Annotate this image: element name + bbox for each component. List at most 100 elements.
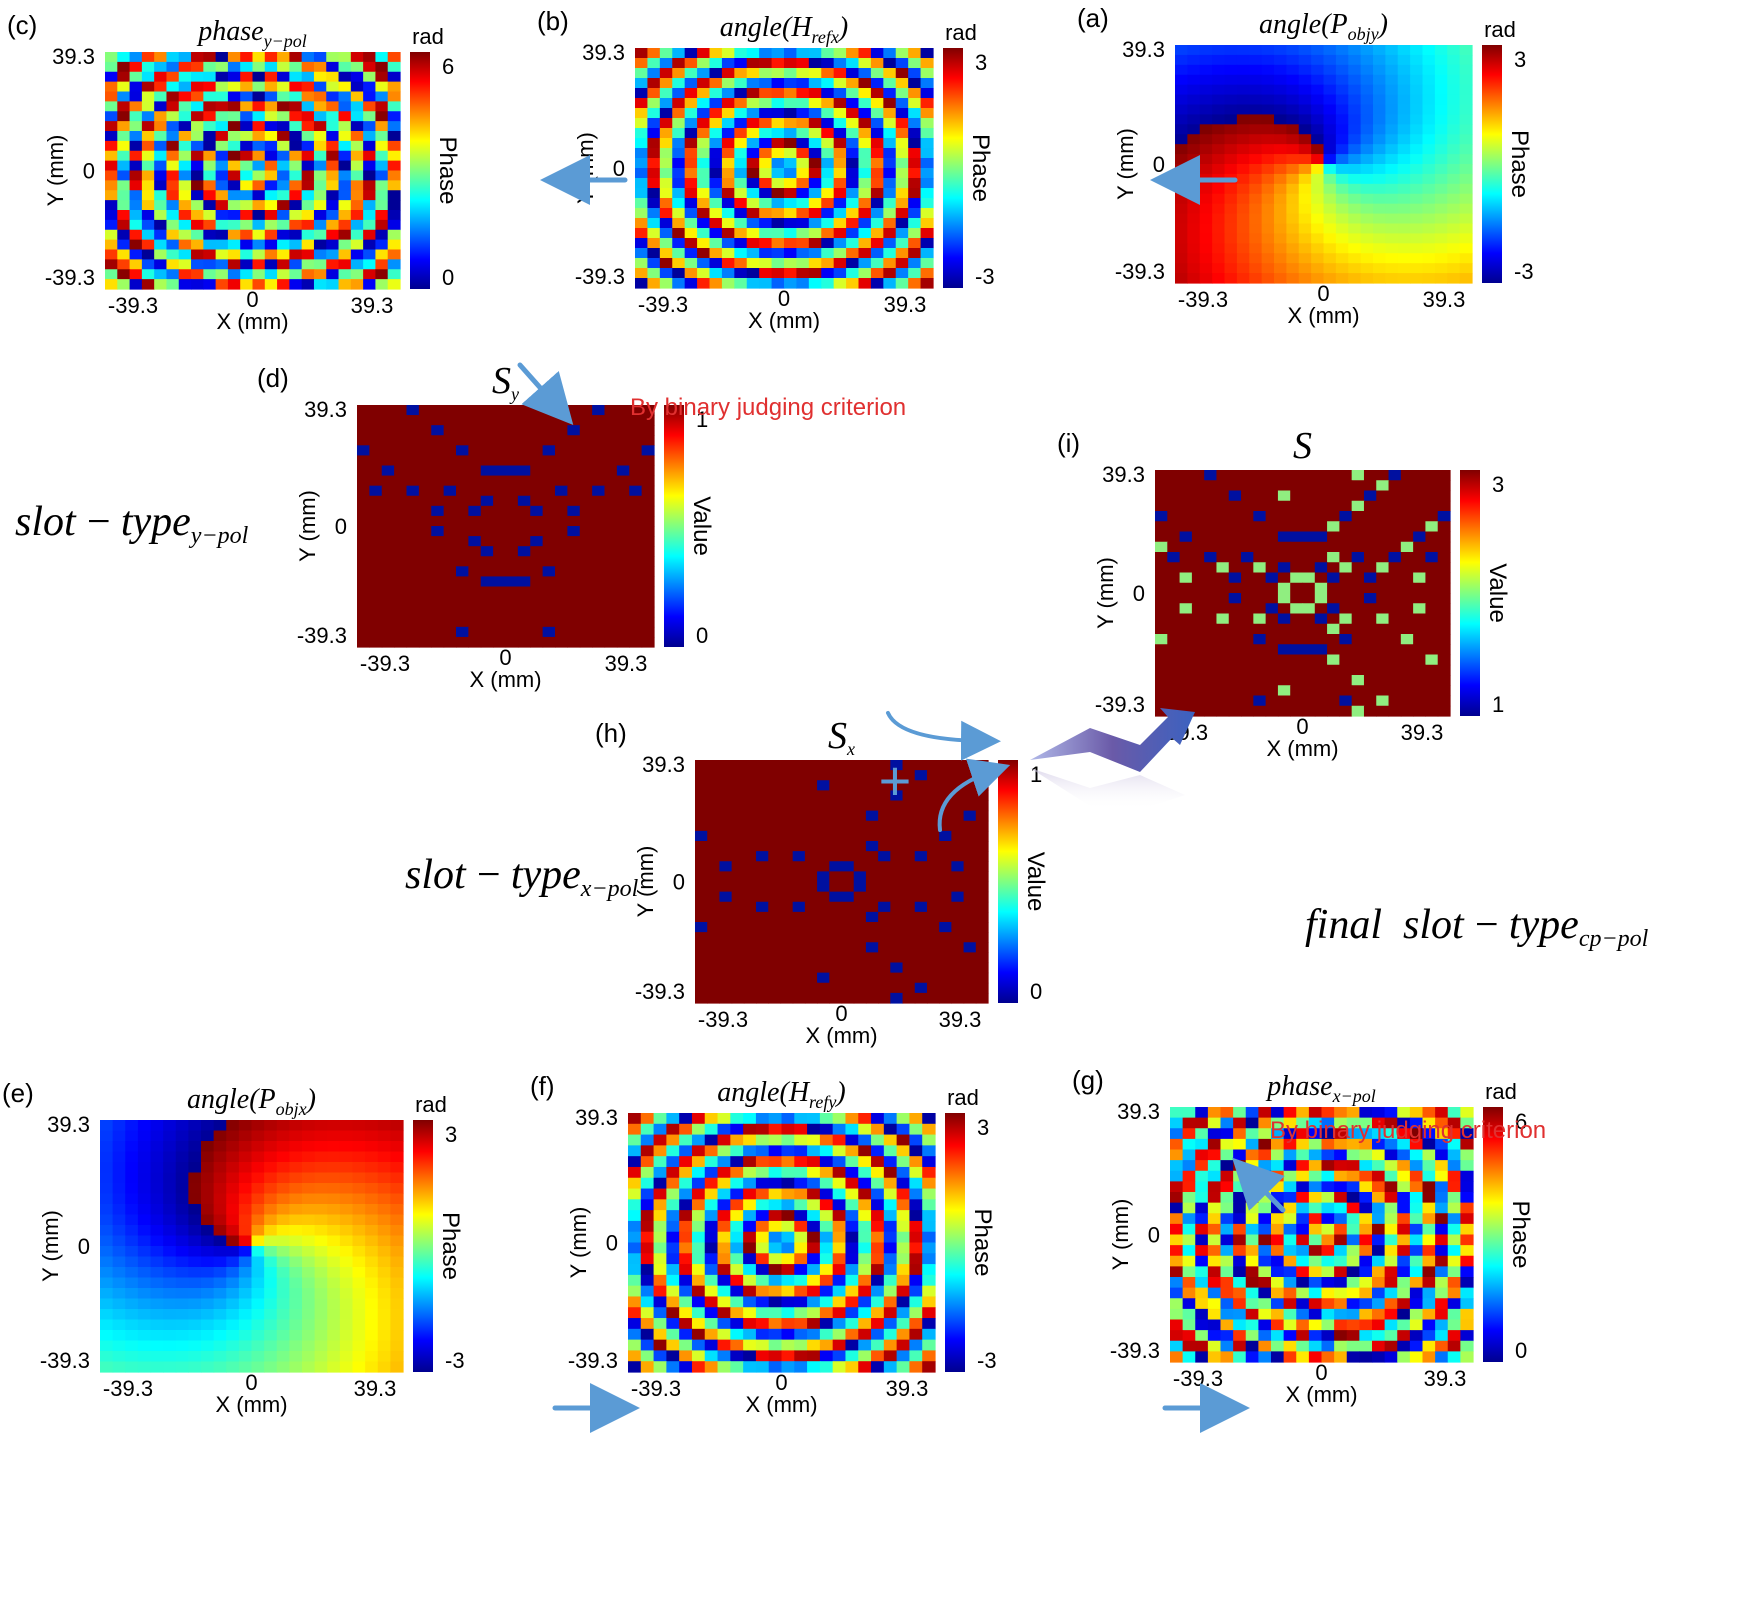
heatmap-cell bbox=[1437, 623, 1451, 635]
heatmap-cell bbox=[792, 830, 806, 842]
heatmap-cell bbox=[616, 636, 630, 648]
heatmap-cell bbox=[431, 626, 445, 638]
heatmap-cell bbox=[771, 88, 785, 99]
heatmap-cell bbox=[443, 616, 457, 628]
heatmap-cell bbox=[829, 830, 843, 842]
heatmap-cell bbox=[1283, 1160, 1297, 1172]
heatmap-cell bbox=[1187, 114, 1201, 125]
heatmap-cell bbox=[1384, 1138, 1398, 1151]
heatmap-cell bbox=[691, 1328, 706, 1341]
heatmap-cell bbox=[357, 415, 370, 426]
heatmap-cell bbox=[1253, 623, 1267, 635]
heatmap-cell bbox=[238, 1130, 253, 1142]
heatmap-cell bbox=[1363, 531, 1377, 543]
heatmap-cell bbox=[1447, 1138, 1461, 1151]
heatmap-cell bbox=[1249, 124, 1263, 135]
heatmap-cell bbox=[178, 101, 192, 112]
heatmap-cell bbox=[1434, 193, 1448, 205]
heatmap-cell bbox=[112, 1277, 126, 1289]
heatmap-cell bbox=[251, 1256, 265, 1268]
heatmap-cell bbox=[1447, 124, 1461, 135]
heatmap-cell bbox=[1245, 1202, 1259, 1214]
heatmap-cell bbox=[796, 68, 810, 79]
heatmap-cell bbox=[640, 1307, 655, 1319]
heatmap-cell bbox=[567, 566, 581, 578]
heatmap-cell bbox=[1253, 664, 1267, 676]
heatmap-cell bbox=[1155, 562, 1168, 574]
heatmap-cell bbox=[1373, 253, 1386, 264]
heatmap-cell bbox=[896, 1188, 911, 1200]
heatmap-cell bbox=[1302, 582, 1316, 594]
heatmap-cell bbox=[387, 111, 401, 122]
heatmap-cell bbox=[1447, 1128, 1461, 1140]
heatmap-cell bbox=[1323, 173, 1337, 185]
heatmap-cell bbox=[896, 1328, 911, 1341]
heatmap-cell bbox=[1228, 593, 1242, 604]
heatmap-cell bbox=[252, 279, 266, 290]
heatmap-cell bbox=[653, 1231, 667, 1244]
heatmap-cell bbox=[1348, 233, 1362, 244]
heatmap-cell bbox=[1346, 1117, 1360, 1129]
heatmap-cell bbox=[756, 830, 769, 842]
heatmap-cell bbox=[975, 871, 989, 883]
heatmap-cell bbox=[480, 536, 494, 547]
heatmap-cell bbox=[1400, 603, 1414, 615]
heatmap-cell bbox=[567, 445, 581, 457]
heatmap-cell bbox=[1204, 664, 1218, 676]
heatmap-cell bbox=[759, 108, 773, 119]
heatmap-cell bbox=[1277, 634, 1291, 645]
heatmap-cell bbox=[375, 81, 389, 93]
heatmap-cell bbox=[350, 259, 364, 270]
heatmap-cell bbox=[743, 1339, 757, 1352]
heatmap-cell bbox=[1425, 634, 1439, 645]
heatmap-cell bbox=[721, 218, 735, 229]
heatmap-cell bbox=[277, 279, 290, 290]
heatmap-cell bbox=[829, 790, 843, 802]
heatmap-cell bbox=[377, 1151, 391, 1163]
heatmap-cell bbox=[709, 198, 723, 209]
heatmap-cell bbox=[289, 71, 303, 83]
heatmap-cell bbox=[653, 1220, 667, 1233]
heatmap-cell bbox=[264, 91, 278, 102]
heatmap-cell bbox=[1179, 541, 1193, 553]
heatmap-cell bbox=[845, 1361, 859, 1373]
heatmap-cell bbox=[890, 932, 904, 943]
heatmap-cell bbox=[756, 942, 769, 953]
heatmap-cell bbox=[920, 188, 934, 199]
heatmap-cell bbox=[743, 911, 757, 923]
heatmap-cell bbox=[659, 218, 673, 229]
heatmap-cell bbox=[530, 495, 544, 507]
heatmap-cell bbox=[163, 1319, 177, 1331]
heatmap-cell bbox=[883, 248, 897, 259]
heatmap-cell bbox=[768, 820, 782, 832]
heatmap-cell bbox=[1216, 490, 1230, 502]
heatmap-cell bbox=[1265, 521, 1279, 533]
heatmap-cell bbox=[567, 415, 581, 426]
heatmap-cell bbox=[1434, 173, 1448, 185]
heatmap-cell bbox=[781, 1285, 795, 1298]
heatmap-cell bbox=[1170, 1213, 1184, 1225]
heatmap-cell bbox=[819, 1145, 834, 1157]
heatmap-cell bbox=[327, 1172, 341, 1184]
heatmap-cell bbox=[640, 1350, 655, 1362]
heatmap-cell bbox=[846, 118, 860, 129]
heatmap-cell bbox=[819, 1156, 834, 1168]
heatmap-cell bbox=[1302, 685, 1316, 697]
heatmap-cell bbox=[579, 586, 593, 598]
heatmap-cell bbox=[1233, 1149, 1247, 1161]
heatmap-cell bbox=[313, 150, 327, 162]
heatmap-cell bbox=[604, 475, 618, 487]
heatmap-cell bbox=[1187, 183, 1201, 195]
heatmap-cell bbox=[1360, 253, 1374, 264]
heatmap-cell bbox=[628, 1231, 642, 1244]
heatmap-cell bbox=[781, 1134, 795, 1146]
heatmap-cell bbox=[175, 1246, 189, 1258]
heatmap-cell bbox=[1335, 154, 1349, 165]
heatmap-cell bbox=[252, 121, 266, 132]
heatmap-cell bbox=[443, 475, 457, 487]
heatmap-cell bbox=[1360, 114, 1374, 125]
heatmap-cell bbox=[841, 871, 855, 883]
x-tick-label: 39.3 bbox=[1401, 720, 1444, 745]
heatmap-cell bbox=[878, 800, 891, 812]
